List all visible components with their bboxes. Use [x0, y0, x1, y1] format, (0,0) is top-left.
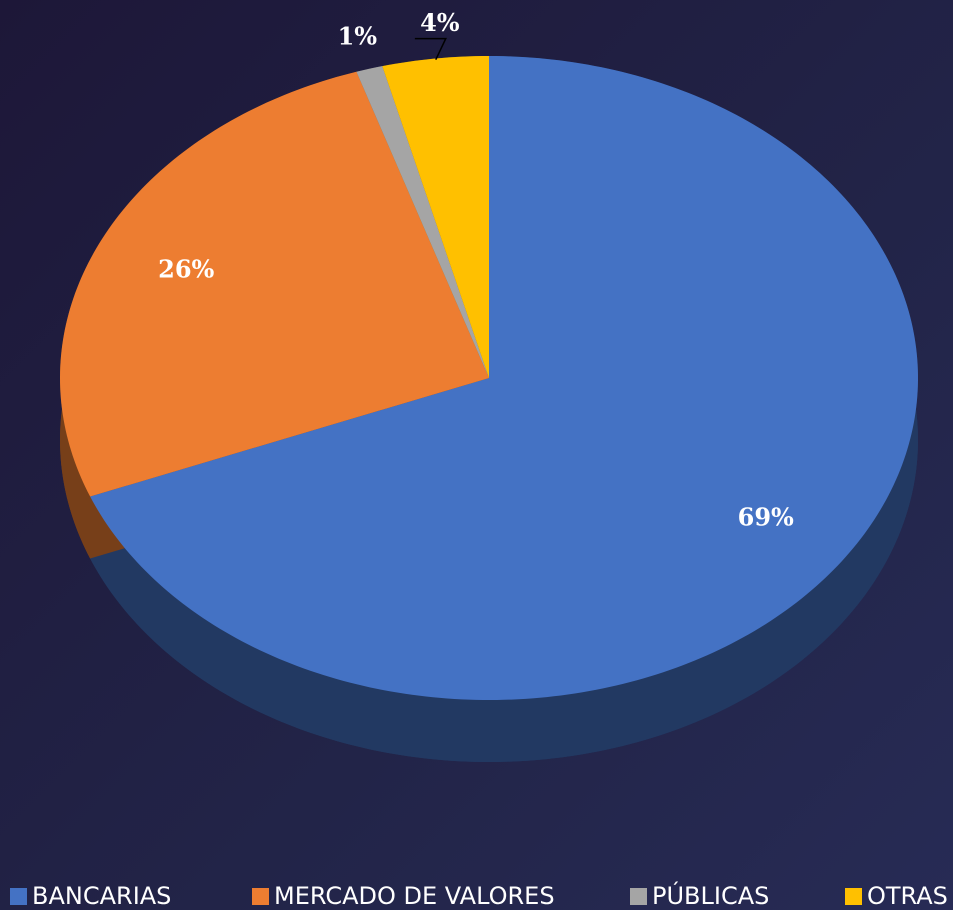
legend-swatch — [10, 888, 27, 905]
pie-slice — [382, 56, 489, 378]
pie-slice — [356, 66, 489, 379]
legend-swatch — [252, 888, 269, 905]
legend-swatch — [630, 888, 647, 905]
data-label: 1% — [338, 21, 378, 50]
pie-slice — [60, 71, 490, 497]
legend-swatch — [845, 888, 862, 905]
legend-label: OTRAS — [867, 882, 948, 910]
leader-line — [414, 37, 447, 61]
legend-label: MERCADO DE VALORES — [274, 882, 555, 910]
legend-label: BANCARIAS — [32, 882, 171, 910]
legend-label: PÚBLICAS — [652, 880, 769, 910]
data-label: 4% — [420, 8, 460, 37]
data-label: 69% — [738, 503, 794, 532]
pie-slice — [90, 56, 918, 700]
data-label: 26% — [158, 255, 214, 284]
